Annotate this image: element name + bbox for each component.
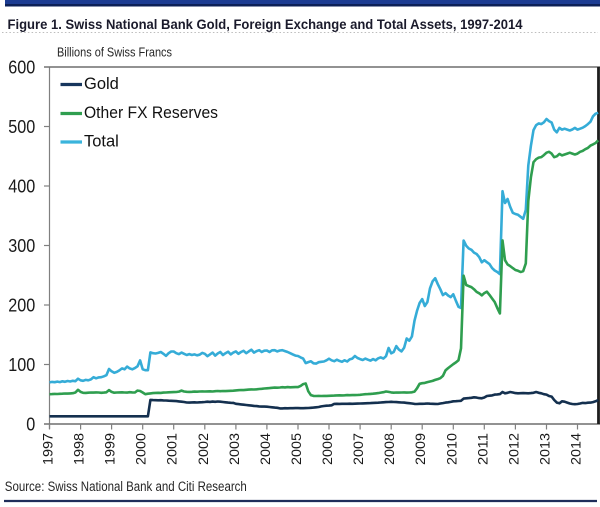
svg-text:2002: 2002 <box>195 433 211 465</box>
svg-text:400: 400 <box>8 175 35 196</box>
svg-text:2009: 2009 <box>412 433 428 465</box>
svg-text:1999: 1999 <box>102 433 118 465</box>
svg-text:100: 100 <box>8 354 35 375</box>
svg-text:Figure 1. Swiss National Bank: Figure 1. Swiss National Bank Gold, Fore… <box>8 17 523 32</box>
svg-text:2007: 2007 <box>350 433 366 465</box>
svg-text:2011: 2011 <box>474 433 490 465</box>
svg-text:200: 200 <box>8 294 35 315</box>
svg-text:2005: 2005 <box>288 433 304 465</box>
svg-text:0: 0 <box>26 413 35 434</box>
svg-text:2008: 2008 <box>381 433 397 465</box>
svg-text:2001: 2001 <box>164 433 180 465</box>
svg-text:2010: 2010 <box>443 433 459 465</box>
svg-text:Source: Swiss National Bank an: Source: Swiss National Bank and Citi Res… <box>5 479 247 494</box>
svg-text:2012: 2012 <box>505 433 521 465</box>
svg-text:1997: 1997 <box>40 433 56 465</box>
svg-text:300: 300 <box>8 235 35 256</box>
svg-text:500: 500 <box>8 116 35 137</box>
svg-text:2006: 2006 <box>319 433 335 465</box>
svg-text:Other FX Reserves: Other FX Reserves <box>84 104 218 122</box>
svg-text:Total: Total <box>84 133 119 151</box>
svg-text:2014: 2014 <box>568 433 584 465</box>
svg-text:Gold: Gold <box>84 75 119 93</box>
svg-text:2013: 2013 <box>537 433 553 465</box>
svg-text:600: 600 <box>8 56 35 77</box>
svg-text:1998: 1998 <box>71 433 87 465</box>
svg-text:2000: 2000 <box>133 433 149 465</box>
svg-text:Billions of Swiss Francs: Billions of Swiss Francs <box>57 46 172 60</box>
svg-text:2004: 2004 <box>257 433 273 465</box>
svg-text:2003: 2003 <box>226 433 242 465</box>
